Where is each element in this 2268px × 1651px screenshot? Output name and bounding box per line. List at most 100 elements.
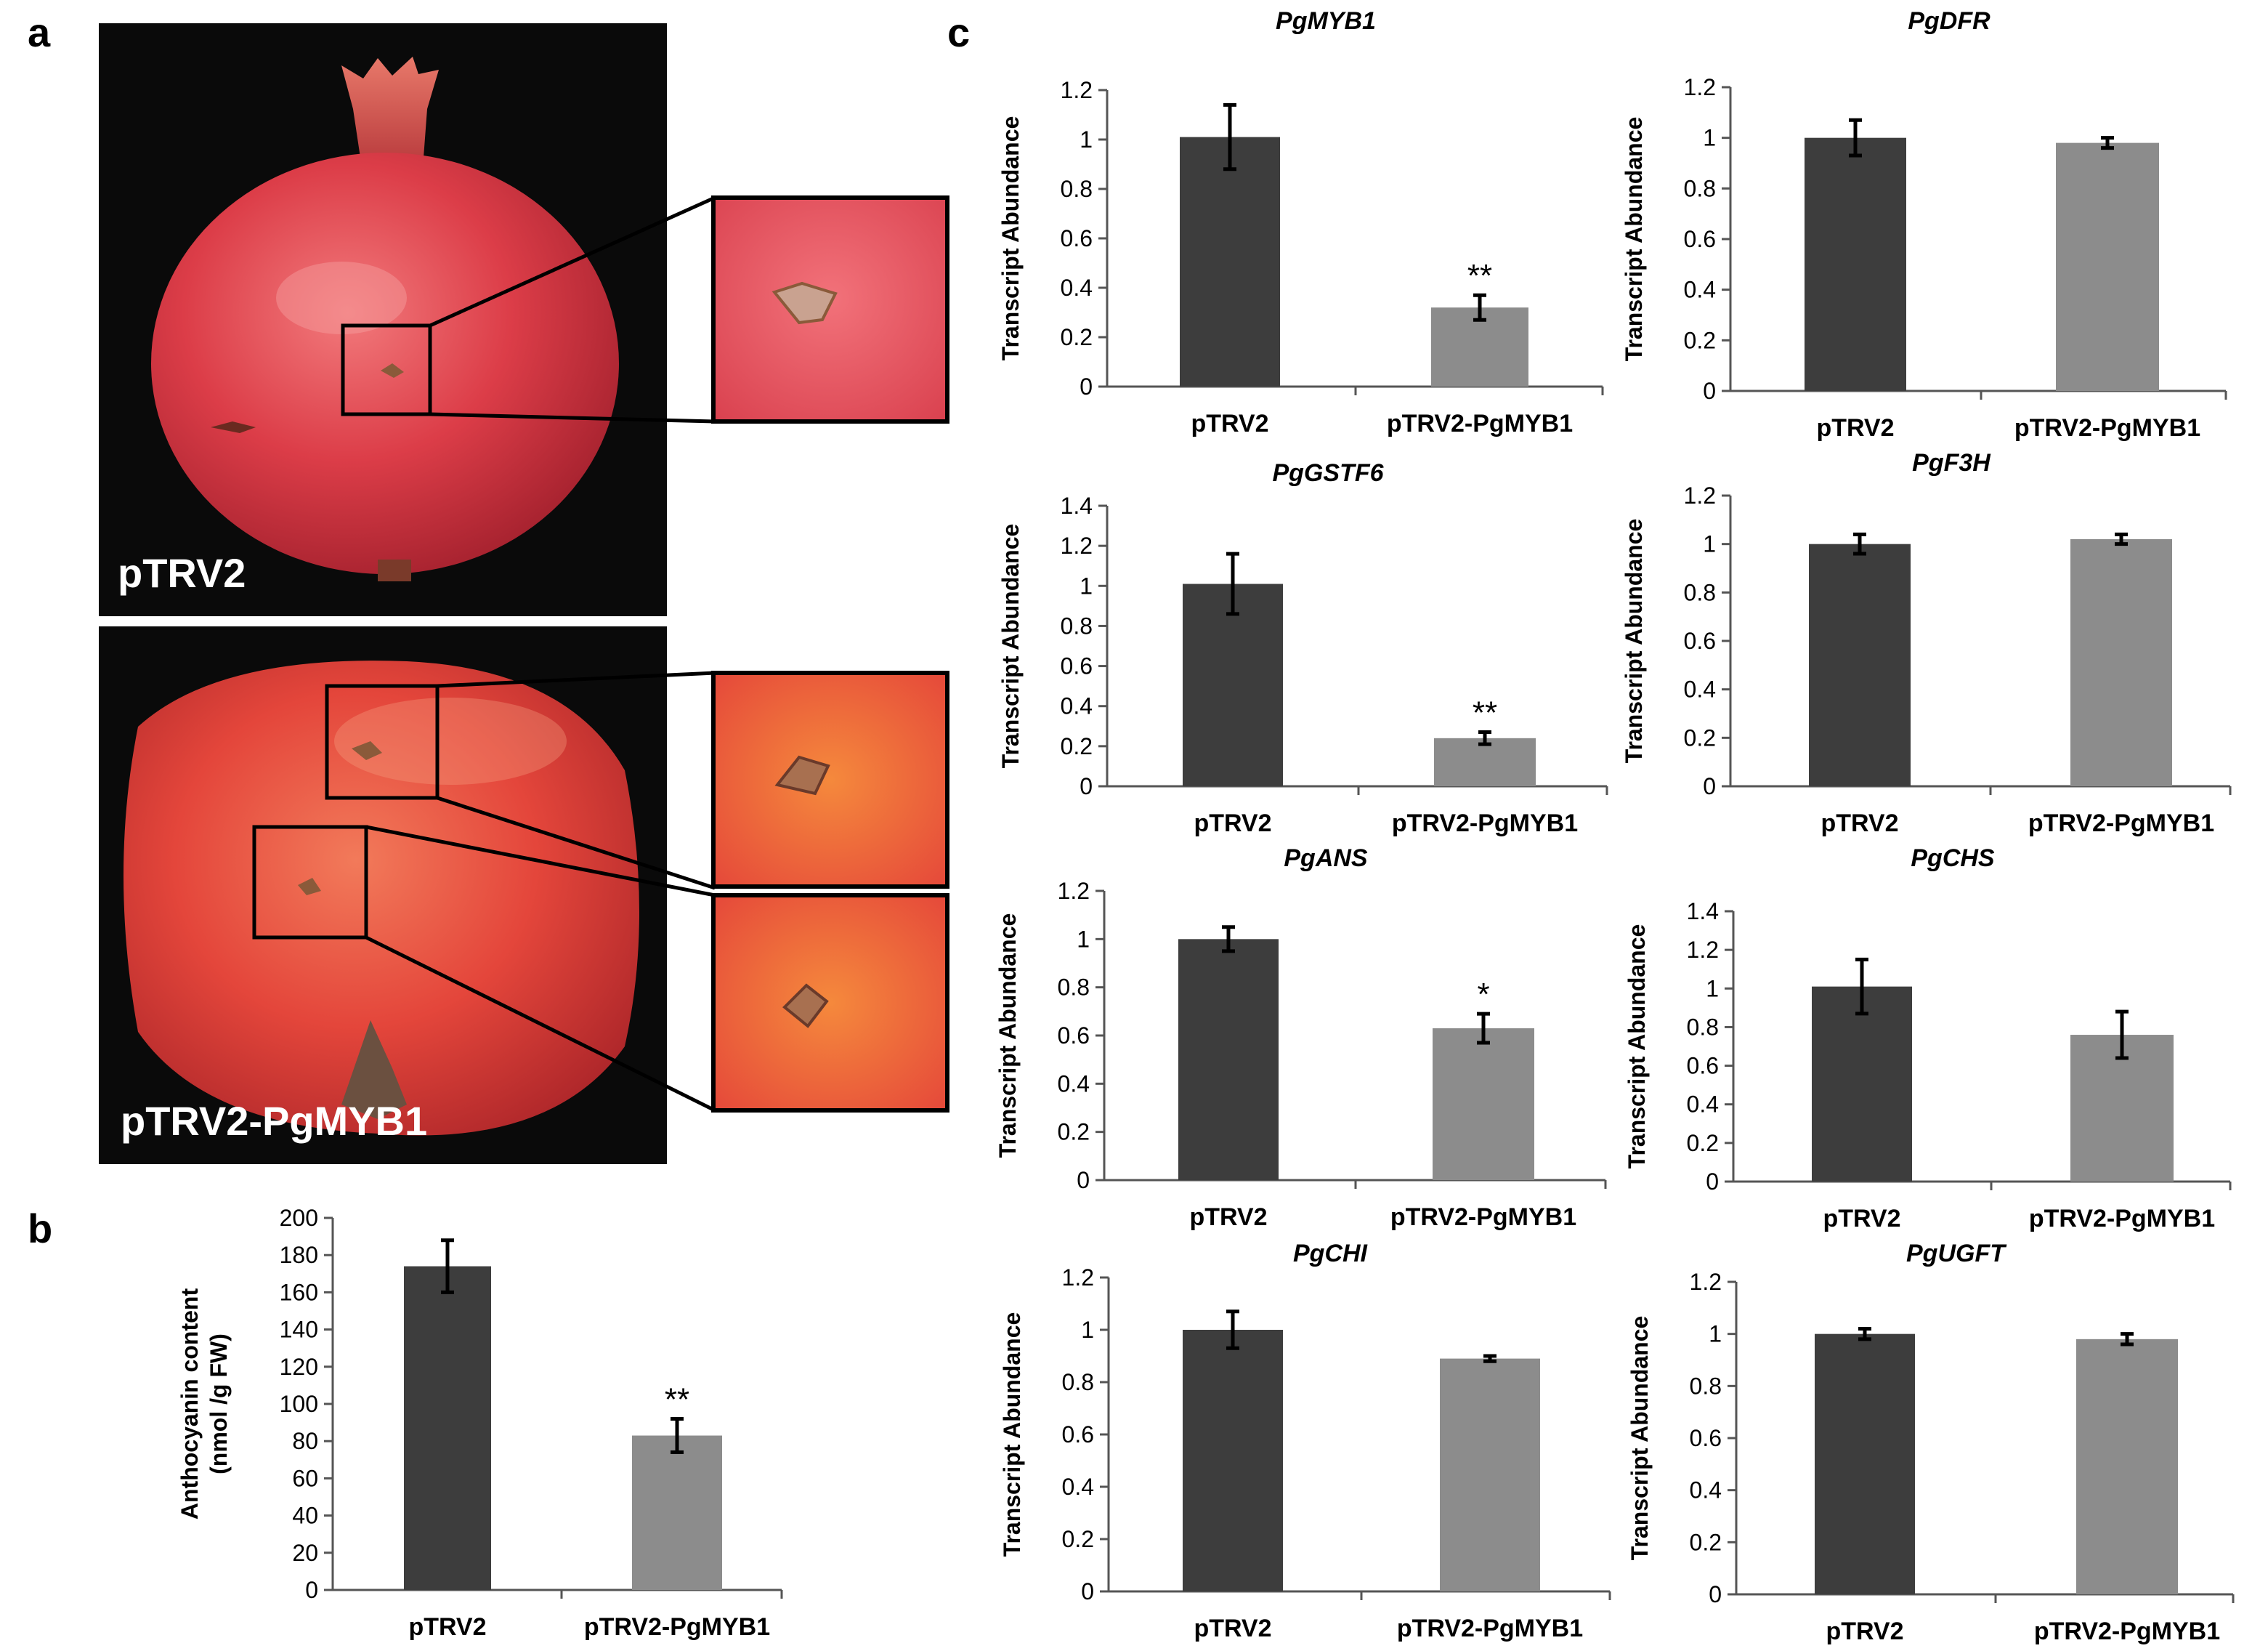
bar-silenced: [2056, 142, 2159, 391]
photo-bottom: pTRV2-PgMYB1: [99, 626, 667, 1164]
y-tick-label: 100: [280, 1391, 318, 1417]
chart-title: PgF3H: [1912, 449, 1991, 477]
bar-control: [1183, 584, 1283, 786]
bar-control: [404, 1266, 491, 1590]
y-tick-label: 200: [280, 1205, 318, 1231]
significance-marker: *: [1477, 977, 1489, 1012]
y-tick-label: 1.2: [1690, 1269, 1722, 1295]
y-tick-label: 0.2: [1061, 324, 1093, 350]
y-tick-label: 1.2: [1687, 937, 1719, 963]
y-tick-label: 0.6: [1690, 1425, 1722, 1451]
bar-control: [1812, 986, 1912, 1182]
y-tick-label: 0: [1080, 773, 1093, 799]
y-tick-label: 0: [1080, 374, 1093, 400]
x-category-label: pTRV2-PgMYB1: [1392, 810, 1578, 837]
bar-control: [1805, 137, 1906, 391]
y-tick-label: 0.8: [1684, 175, 1716, 201]
y-tick-label: 0.8: [1690, 1373, 1722, 1399]
fruit-top-wound: [381, 363, 404, 378]
x-category-label: pTRV2-PgMYB1: [2028, 810, 2214, 837]
y-tick-label: 0.4: [1062, 1474, 1094, 1500]
y-tick-label: 0.2: [1058, 1119, 1090, 1145]
zoom-inset-bottom: [711, 893, 949, 1113]
significance-marker: **: [665, 1381, 689, 1417]
chart-title: PgGSTF6: [1272, 459, 1384, 487]
y-tick-label: 1.2: [1058, 878, 1090, 904]
panel-label-b: b: [28, 1206, 52, 1251]
y-tick-label: 0.8: [1058, 974, 1090, 1001]
y-tick-label: 1: [1709, 1321, 1722, 1347]
zoom-connectors: [365, 195, 716, 1113]
y-axis-label: Transcript Abundance: [997, 116, 1024, 361]
y-tick-label: 120: [280, 1354, 318, 1380]
chart-c-PgCHI: PgCHI 0 0.2 0.4 0.6 0.8 1 1.2 Transcript Abundan…: [999, 1240, 1611, 1642]
zoom-inset-top-wound: [771, 281, 838, 325]
y-tick-label: 0.2: [1690, 1529, 1722, 1555]
y-tick-label: 0.2: [1684, 327, 1716, 353]
x-category-label: pTRV2-PgMYB1: [1387, 410, 1573, 437]
y-axis-label: Transcript Abundance: [1627, 1316, 1653, 1561]
y-axis-label: (nmol /g FW): [206, 1333, 232, 1474]
chart-c-PgDFR: PgDFR 0 0.2 0.4 0.6 0.8 1 1.2 Transcript Abundan…: [1621, 7, 2227, 442]
y-tick-label: 1: [1077, 926, 1090, 952]
x-category-label: pTRV2: [1194, 810, 1271, 837]
chart-title: PgMYB1: [1276, 7, 1376, 35]
bar-control: [1815, 1333, 1915, 1594]
x-category-label: pTRV2: [1189, 1203, 1267, 1231]
chart-c-PgF3H: PgF3H 0 0.2 0.4 0.6 0.8 1 1.2 Transcript Abundan…: [1621, 449, 2232, 837]
panel-label-c: c: [947, 9, 970, 55]
y-tick-label: 0.4: [1687, 1091, 1719, 1118]
bar-control: [1809, 544, 1911, 786]
y-axis-label: Transcript Abundance: [1621, 117, 1647, 362]
x-category-label: pTRV2-PgMYB1: [584, 1613, 770, 1641]
chart-title: PgCHI: [1293, 1240, 1369, 1267]
chart-c-PgUGFT: PgUGFT 0 0.2 0.4 0.6 0.8 1 1.2 Transcript Abunda…: [1627, 1240, 2235, 1645]
y-tick-label: 0.2: [1062, 1526, 1094, 1552]
bar-silenced: [632, 1435, 722, 1590]
chart-c-PgCHS: PgCHS 0 0.2 0.4 0.6 0.8 1 1.2 1.4 Transcript Abun…: [1624, 844, 2232, 1232]
y-tick-label: 0.8: [1684, 579, 1716, 605]
y-tick-label: 0.6: [1684, 628, 1716, 654]
y-tick-label: 1.2: [1684, 483, 1716, 509]
inset-box-bottom-2: [252, 825, 368, 940]
photo-top-label: pTRV2: [118, 550, 246, 596]
y-tick-label: 0.6: [1684, 226, 1716, 252]
x-category-label: pTRV2: [408, 1613, 486, 1641]
x-category-label: pTRV2-PgMYB1: [1397, 1615, 1583, 1642]
chart-title: PgUGFT: [1906, 1240, 2007, 1267]
y-tick-label: 0.6: [1061, 653, 1093, 679]
bar-silenced: [2076, 1339, 2178, 1594]
bar-silenced: [1440, 1358, 1540, 1591]
fruit-bottom: [123, 661, 639, 1136]
y-tick-label: 1: [1080, 126, 1093, 153]
y-tick-label: 0: [305, 1577, 318, 1603]
x-category-label: pTRV2-PgMYB1: [1390, 1203, 1576, 1231]
y-tick-label: 1: [1703, 125, 1716, 151]
y-tick-label: 0.4: [1684, 277, 1716, 303]
x-category-label: pTRV2: [1823, 1205, 1900, 1232]
y-axis-label: Transcript Abundance: [1624, 924, 1650, 1169]
y-tick-label: 0.2: [1687, 1130, 1719, 1156]
y-tick-label: 0: [1706, 1168, 1719, 1195]
y-tick-label: 0.4: [1690, 1477, 1722, 1503]
fruit-bottom-wound-2: [298, 878, 321, 895]
y-tick-label: 1.4: [1687, 898, 1719, 924]
bar-control: [1178, 939, 1279, 1180]
y-tick-label: 180: [280, 1242, 318, 1268]
zoom-inset-top: [711, 195, 949, 424]
chart-c-PgGSTF6: PgGSTF6 0 0.2 0.4 0.6 0.8 1 1.2 1.4 Transcript Ab…: [997, 459, 1608, 837]
x-category-label: pTRV2: [1816, 414, 1894, 442]
chart-c-PgANS: PgANS 0 0.2 0.4 0.6 0.8 1 1.2 Transcript Abundan…: [995, 844, 1607, 1231]
y-tick-label: 1: [1081, 1317, 1094, 1343]
bar-silenced: [1434, 738, 1536, 786]
y-tick-label: 0: [1081, 1578, 1094, 1604]
y-tick-label: 0.6: [1687, 1053, 1719, 1079]
fruit-top-base: [378, 560, 411, 581]
y-tick-label: 0: [1077, 1167, 1090, 1193]
chart-c-PgMYB1: PgMYB1 0 0.2 0.4 0.6 0.8 1 1.2 Transcript Abunda…: [997, 7, 1604, 437]
y-tick-label: 140: [280, 1317, 318, 1343]
y-tick-label: 0: [1709, 1581, 1722, 1607]
y-tick-label: 20: [292, 1540, 318, 1566]
fruit-top-wound-2: [211, 421, 256, 433]
